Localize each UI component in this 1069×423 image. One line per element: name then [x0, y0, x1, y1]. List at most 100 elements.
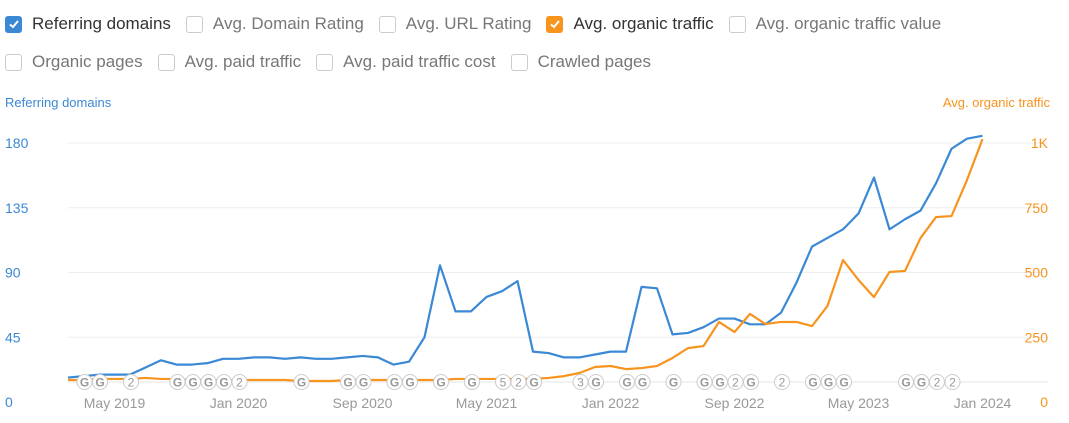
annotation-label: 2 [779, 376, 786, 390]
checkbox[interactable] [316, 53, 334, 71]
checkbox[interactable] [157, 53, 175, 71]
annotation-marker[interactable]: G [898, 374, 914, 390]
metric-checkbox-organic-pages[interactable]: Organic pages [5, 52, 143, 72]
annotation-marker[interactable]: G [185, 374, 201, 390]
annotation-label: G [219, 376, 228, 390]
annotation-marker[interactable]: G [836, 374, 852, 390]
annotation-marker[interactable]: 2 [123, 374, 139, 390]
annotation-label: G [405, 376, 414, 390]
metric-checkbox-avg-domain-rating[interactable]: Avg. Domain Rating [185, 14, 364, 34]
annotation-marker[interactable]: G [433, 374, 449, 390]
annotation-marker[interactable]: G [913, 374, 930, 390]
annotation-marker[interactable]: G [696, 374, 713, 390]
annotation-marker[interactable]: G [743, 374, 759, 390]
annotation-circle [402, 374, 418, 390]
metric-label: Avg. Domain Rating [212, 14, 364, 33]
annotation-circle [774, 374, 790, 390]
annotation-label: G [436, 376, 445, 390]
annotation-marker[interactable]: G [665, 374, 682, 390]
left-tick-label: 135 [5, 200, 29, 216]
annotation-marker[interactable]: G [216, 374, 232, 390]
annotation-label: 2 [934, 376, 941, 390]
metric-checkbox-referring-domains[interactable]: Referring domains [5, 14, 171, 34]
annotation-label: G [80, 376, 89, 390]
metric-checkbox-avg-organic-traffic[interactable]: Avg. organic traffic [546, 14, 714, 34]
metric-checkbox-avg-organic-traffic-value[interactable]: Avg. organic traffic value [728, 14, 942, 34]
checkbox[interactable] [5, 15, 22, 33]
checkbox[interactable] [728, 15, 746, 33]
annotation-marker[interactable]: G [355, 374, 372, 390]
annotation-marker[interactable]: 2 [510, 374, 527, 390]
annotation-marker[interactable]: G [820, 374, 837, 390]
annotation-label: 2 [949, 376, 956, 390]
annotation-label: G [622, 376, 631, 390]
annotation-marker[interactable]: G [619, 374, 635, 390]
checkbox[interactable] [510, 53, 528, 71]
annotation-marker[interactable]: G [526, 374, 542, 390]
annotation-label: G [638, 376, 647, 390]
annotation-label: G [390, 376, 399, 390]
right-tick-label: 250 [1025, 329, 1049, 345]
annotation-marker[interactable]: 2 [727, 374, 744, 390]
annotation-label: G [591, 376, 600, 390]
annotation-marker[interactable]: G [340, 374, 356, 390]
annotation-marker[interactable]: G [169, 374, 186, 390]
annotation-marker[interactable]: G [402, 374, 418, 390]
check-icon [8, 20, 19, 29]
annotation-circle [123, 374, 139, 390]
left-axis-title: Referring domains [5, 95, 112, 110]
annotation-label: G [715, 376, 724, 390]
annotation-label: 2 [236, 376, 243, 390]
metric-checkbox-avg-paid-traffic[interactable]: Avg. paid traffic [157, 52, 302, 72]
annotation-marker[interactable]: G [805, 374, 821, 390]
annotation-circle [231, 374, 248, 390]
annotation-circle [293, 374, 310, 390]
annotation-circle [526, 374, 542, 390]
annotation-label: G [669, 376, 678, 390]
metric-label: Crawled pages [537, 52, 651, 71]
annotation-label: G [901, 376, 910, 390]
annotation-label: 2 [515, 376, 522, 390]
right-tick-label: 1K [1031, 135, 1049, 151]
annotation-marker[interactable]: G [200, 374, 217, 390]
annotation-label: G [188, 376, 197, 390]
annotation-circle [355, 374, 372, 390]
metric-label: Avg. paid traffic [184, 52, 302, 71]
annotation-marker[interactable]: G [76, 374, 93, 390]
annotation-marker[interactable]: 2 [944, 374, 961, 390]
checkbox[interactable] [378, 15, 396, 33]
left-tick-label: 90 [5, 265, 21, 281]
annotation-marker[interactable]: G [386, 374, 403, 390]
checkbox[interactable] [5, 53, 22, 71]
metric-label: Avg. organic traffic value [755, 14, 942, 33]
annotation-label: G [204, 376, 213, 390]
annotation-label: G [343, 376, 352, 390]
annotation-marker[interactable]: G [293, 374, 310, 390]
annotation-marker[interactable]: G [588, 374, 604, 390]
annotation-label: 3 [577, 376, 584, 390]
left-tick-label: 180 [5, 135, 29, 151]
checkbox[interactable] [185, 15, 203, 33]
metric-checkbox-crawled-pages[interactable]: Crawled pages [510, 52, 651, 72]
annotation-marker[interactable]: 2 [774, 374, 790, 390]
annotation-marker[interactable]: G [634, 374, 651, 390]
x-tick-label: May 2021 [456, 395, 518, 411]
metrics-row-2: Organic pages Avg. paid traffic Avg. paid … [5, 52, 666, 72]
annotation-label: G [808, 376, 817, 390]
annotation-marker[interactable]: G [712, 374, 728, 390]
metric-checkbox-avg-url-rating[interactable]: Avg. URL Rating [378, 14, 531, 34]
annotation-label: G [839, 376, 848, 390]
annotation-circle [433, 374, 449, 390]
annotation-marker[interactable]: 2 [231, 374, 248, 390]
annotation-marker[interactable]: 2 [929, 374, 945, 390]
annotation-label: 2 [128, 376, 135, 390]
annotation-marker[interactable]: G [92, 374, 108, 390]
annotation-label: G [173, 376, 182, 390]
metric-checkbox-avg-paid-traffic-cost[interactable]: Avg. paid traffic cost [316, 52, 496, 72]
checkbox[interactable] [546, 15, 564, 33]
annotation-label: G [824, 376, 833, 390]
annotation-marker[interactable]: 5 [495, 374, 511, 390]
annotation-marker[interactable]: 3 [572, 374, 589, 390]
annotation-marker[interactable]: G [464, 374, 480, 390]
